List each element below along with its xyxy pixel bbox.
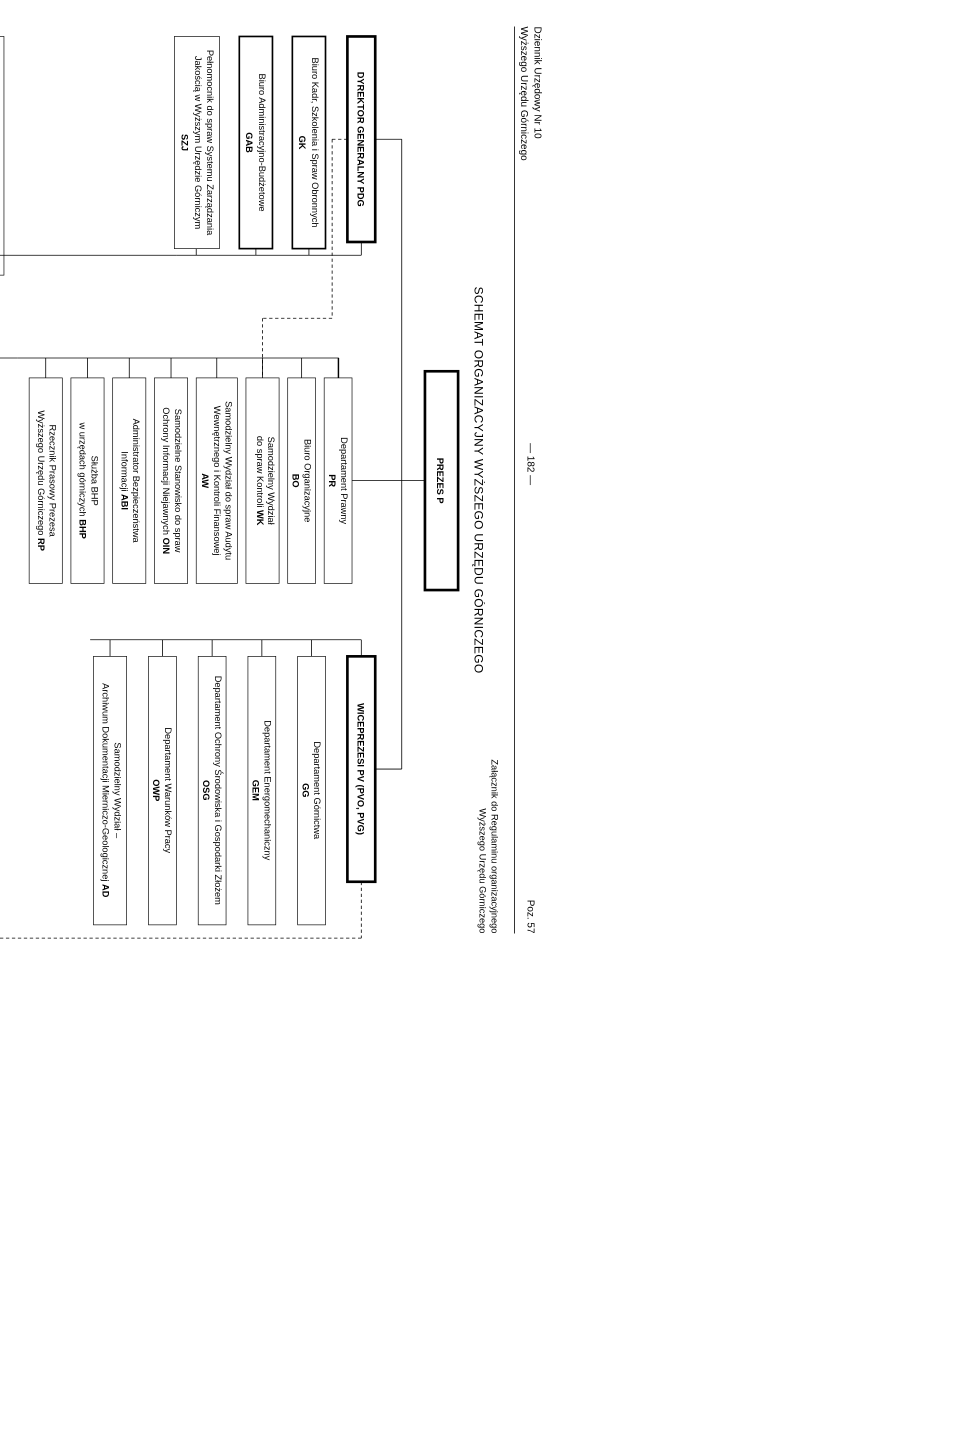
svg-text:Wewnętrznego i Kontroli Finans: Wewnętrznego i Kontroli Finansowej xyxy=(212,406,222,556)
svg-text:DYREKTOR GENERALNY PDG: DYREKTOR GENERALNY PDG xyxy=(355,72,365,207)
svg-text:Jakością w Wyższym Urzędzie Gó: Jakością w Wyższym Urzędzie Górniczym xyxy=(193,56,203,230)
node-dyrektor: DYREKTOR GENERALNY PDG xyxy=(347,36,375,242)
svg-text:Departament Energomechaniczny: Departament Energomechaniczny xyxy=(263,720,273,860)
svg-text:SZJ: SZJ xyxy=(180,134,190,151)
svg-text:w urzędach górniczych BHP: w urzędach górniczych BHP xyxy=(78,421,88,538)
svg-text:Samodzielny Wydział: Samodzielny Wydział xyxy=(266,437,276,525)
mid-n1: Departament Prawny PR xyxy=(324,358,352,583)
svg-text:GAB: GAB xyxy=(244,132,254,153)
left-n3: Pełnomocnik do spraw Systemu Zarządzania… xyxy=(174,36,219,255)
mid-n4: Samodzielny Wydział do spraw Audytu Wewn… xyxy=(196,358,237,583)
svg-text:GEM: GEM xyxy=(251,780,261,801)
svg-text:Ochrony Informacji Niejawnych: Ochrony Informacji Niejawnych OIN xyxy=(161,407,171,554)
svg-text:PREZES P: PREZES P xyxy=(435,458,445,504)
mid-n2: Biuro Organizacyjne BO xyxy=(288,358,316,583)
attach-1: Załącznik do Regulaminu organizacyjnego xyxy=(489,759,499,933)
mid-n7: Służba BHP w urzędach górniczych BHP xyxy=(71,358,104,583)
svg-text:Pełnomocnik do spraw Systemu Z: Pełnomocnik do spraw Systemu Zarządzania xyxy=(205,50,215,236)
right-n2: Departament Energomechaniczny GEM xyxy=(248,640,276,925)
header-left-2: Wyższego Urzędu Górniczego xyxy=(518,27,529,162)
svg-text:Departament Warunków Pracy: Departament Warunków Pracy xyxy=(163,727,173,853)
page-header: Dziennik Urzędowy Nr 10 Wyższego Urzędu … xyxy=(514,27,542,934)
svg-text:Wyższego Urzędu Górniczego RP: Wyższego Urzędu Górniczego RP xyxy=(36,410,46,551)
attach-2: Wyższego Urzędu Górniczego xyxy=(477,808,487,933)
right-n1: Departament Górnictwa GG xyxy=(298,640,326,925)
header-center: — 182 — xyxy=(525,443,536,485)
svg-text:GG: GG xyxy=(300,783,310,797)
svg-text:Służba BHP: Służba BHP xyxy=(89,456,99,506)
mid-n3: Samodzielny Wydział do spraw Kontroli WK xyxy=(246,358,279,583)
node-wiceprezesi: WICEPREZESI PV (PVO, PVG) xyxy=(347,656,375,881)
svg-text:Informacji ABI: Informacji ABI xyxy=(119,451,129,510)
mid-n6: Administrator Bezpieczeństwa Informacji … xyxy=(113,358,146,583)
left-n2: Biuro Administracyjno-Budżetowe GAB xyxy=(239,36,272,255)
svg-text:Administrator Bezpieczeństwa: Administrator Bezpieczeństwa xyxy=(131,419,141,544)
right-n5: Samodzielny Wydział – Archiwum Dokumenta… xyxy=(93,640,126,925)
svg-text:Rzecznik Prasowy Prezesa: Rzecznik Prasowy Prezesa xyxy=(48,425,58,538)
attachment-note: Załącznik do Regulaminu organizacyjnego … xyxy=(477,759,499,933)
svg-text:GK: GK xyxy=(297,136,307,150)
svg-text:Biuro Administracyjno-Budżetow: Biuro Administracyjno-Budżetowe xyxy=(257,74,267,212)
svg-text:Archiwum Dokumentacji Miernicz: Archiwum Dokumentacji Mierniczo-Geologic… xyxy=(101,683,111,898)
svg-text:Samodzielne Stanowisko do spra: Samodzielne Stanowisko do spraw xyxy=(173,409,183,553)
mid-n5: Samodzielne Stanowisko do spraw Ochrony … xyxy=(154,358,187,583)
right-n3: Departament Ochrony Środowiska i Gospoda… xyxy=(198,640,226,925)
svg-text:BO: BO xyxy=(290,474,300,488)
node-prezes: PREZES P xyxy=(425,371,458,590)
right-n4: Departament Warunków Pracy OWP xyxy=(148,640,176,925)
svg-text:OWP: OWP xyxy=(151,779,161,801)
svg-text:do spraw Kontroli WK: do spraw Kontroli WK xyxy=(255,436,265,526)
header-left-1: Dziennik Urzędowy Nr 10 xyxy=(531,27,542,140)
svg-text:Samodzielny Wydział do spraw A: Samodzielny Wydział do spraw Audytu xyxy=(223,401,233,560)
svg-text:AW: AW xyxy=(200,473,210,488)
svg-text:Departament Górnictwa: Departament Górnictwa xyxy=(312,741,322,840)
left-n1: Biuro Kadr, Szkolenia i Spraw Obronnych … xyxy=(292,36,325,255)
svg-text:OSG: OSG xyxy=(201,780,211,801)
svg-text:WICEPREZESI PV (PVO, PVG): WICEPREZESI PV (PVO, PVG) xyxy=(355,703,365,835)
svg-text:PR: PR xyxy=(327,474,337,487)
svg-text:Biuro Organizacyjne: Biuro Organizacyjne xyxy=(302,439,312,522)
chart-title: SCHEMAT ORGANIZACYJNY WYŻSZEGO URZĘDU GÓ… xyxy=(472,287,487,674)
mid-n8: Rzecznik Prasowy Prezesa Wyższego Urzędu… xyxy=(29,358,62,583)
header-right: Poz. 57 xyxy=(525,900,536,934)
bottom-zog: Zakład Obsługi Gospodarczej Wyższego Urz… xyxy=(0,36,4,275)
svg-text:Departament Prawny: Departament Prawny xyxy=(339,437,349,524)
svg-text:Biuro Kadr, Szkolenia i Spraw: Biuro Kadr, Szkolenia i Spraw Obronnych xyxy=(310,58,320,228)
svg-text:Departament Ochrony Środowiska: Departament Ochrony Środowiska i Gospoda… xyxy=(213,676,224,905)
svg-text:Samodzielny Wydział –: Samodzielny Wydział – xyxy=(113,742,123,839)
